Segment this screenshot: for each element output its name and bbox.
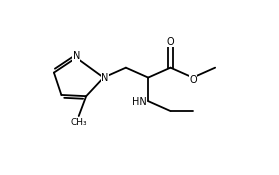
Text: CH₃: CH₃ [70, 118, 87, 127]
Text: N: N [73, 51, 80, 61]
Text: HN: HN [132, 97, 147, 107]
Text: O: O [167, 37, 174, 47]
Text: O: O [189, 75, 197, 85]
Text: N: N [101, 73, 109, 83]
